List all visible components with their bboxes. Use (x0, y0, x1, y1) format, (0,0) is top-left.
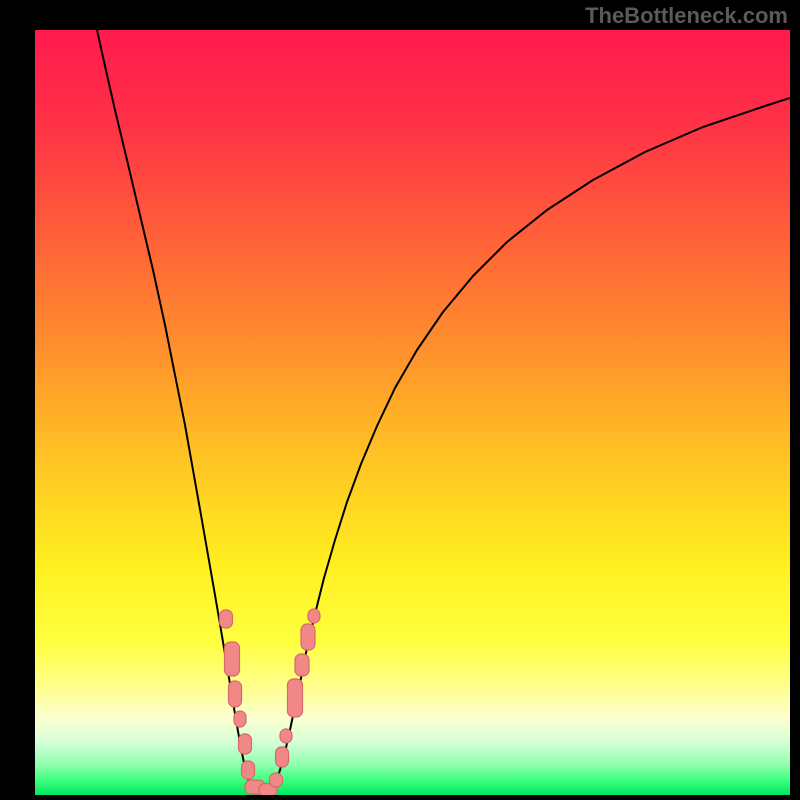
data-marker (280, 729, 292, 743)
chart-plot-area (35, 30, 790, 795)
data-marker (270, 773, 283, 787)
watermark-text: TheBottleneck.com (585, 3, 788, 29)
data-marker (276, 747, 289, 767)
data-marker (234, 711, 246, 727)
chart-svg (35, 30, 790, 795)
data-marker (242, 761, 255, 779)
data-marker (229, 681, 242, 707)
data-marker (239, 734, 252, 754)
data-marker (220, 610, 233, 628)
data-marker (288, 679, 303, 717)
gradient-background (35, 30, 790, 795)
data-marker (225, 642, 240, 676)
data-marker (301, 624, 315, 650)
data-marker (295, 654, 309, 676)
data-marker (308, 609, 320, 623)
